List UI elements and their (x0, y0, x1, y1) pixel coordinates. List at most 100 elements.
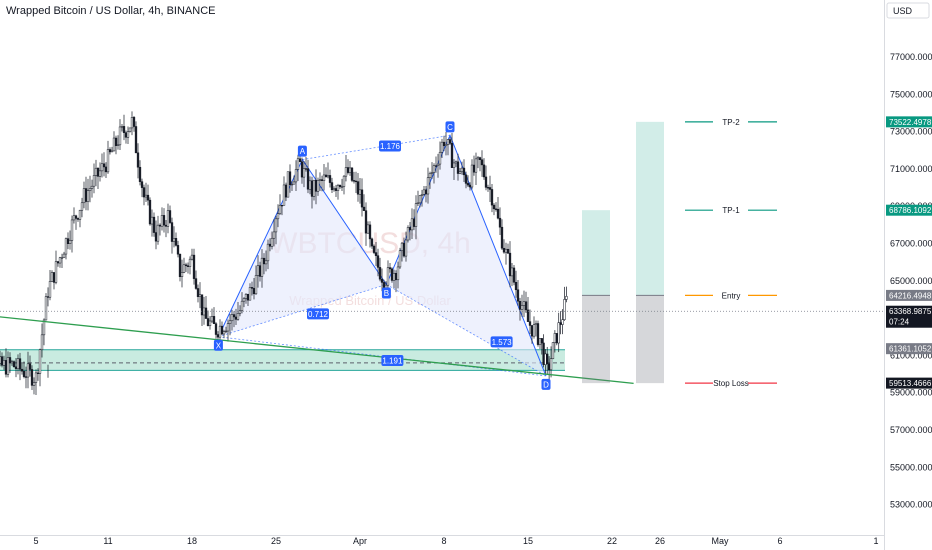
candle-body (512, 267, 516, 283)
candle-body (446, 139, 450, 145)
candle-body (314, 179, 318, 192)
candle-body (276, 213, 280, 220)
candle-body (334, 188, 338, 191)
candle-body (320, 179, 324, 181)
candle-body (142, 187, 146, 198)
candle-body (530, 325, 534, 337)
price-tick-label: 71000.0000 (890, 164, 932, 174)
candle-body (164, 224, 168, 227)
price-tag (886, 343, 932, 355)
candle-body (100, 163, 104, 172)
candle-body (546, 353, 549, 365)
candle-body (54, 261, 58, 283)
trendline (0, 316, 634, 385)
candle-body (434, 165, 438, 167)
candle-body (180, 272, 184, 277)
candle-body (262, 257, 266, 265)
candle-body (416, 202, 420, 204)
candle-body (332, 188, 336, 191)
candle-body (30, 369, 34, 386)
currency-button[interactable]: USD (886, 2, 930, 19)
candle-body (220, 325, 224, 335)
candle-body (236, 313, 240, 320)
price-tag-label: 63368.9875 (889, 307, 932, 316)
candle-body (540, 338, 543, 344)
currency-label: USD (893, 6, 913, 16)
candle-body (18, 358, 22, 370)
time-tick-label: 26 (655, 536, 665, 546)
candle-body (292, 181, 296, 185)
candle-body (312, 179, 316, 197)
candle-body (368, 224, 372, 240)
candle-body (228, 320, 232, 324)
candle-body (70, 219, 74, 241)
candle-body (106, 149, 110, 173)
candle-body (270, 237, 274, 247)
candle-body (549, 358, 553, 371)
candle-body (492, 204, 496, 210)
candle-body (32, 382, 36, 386)
candle-body (230, 314, 234, 322)
candle-body (398, 250, 402, 268)
candle-body (266, 243, 270, 262)
level-label-tp-1: TP-1 (722, 206, 740, 215)
candle-body (14, 366, 18, 369)
position-stop-zone (582, 295, 610, 384)
candle-body (48, 281, 52, 298)
candle-body (394, 273, 398, 281)
candle-body (22, 370, 26, 377)
candle-body (380, 278, 384, 283)
candle-body (516, 289, 520, 302)
candle-body (430, 172, 434, 174)
candle-body (198, 294, 202, 297)
candle-body (464, 174, 468, 184)
candle-body (462, 167, 466, 176)
candle-body (557, 322, 560, 344)
price-tick-label: 77000.0000 (890, 52, 932, 62)
candle-body (392, 273, 396, 281)
pattern-xab-fill (218, 159, 387, 337)
candle-body (506, 248, 510, 254)
candle-body (152, 216, 156, 233)
candle-body (244, 293, 248, 299)
candle-body (6, 357, 10, 375)
time-tick-label: 5 (33, 536, 38, 546)
candle-body (252, 288, 256, 295)
time-axis[interactable]: 5 11 18 25 Apr 8 15 22 26 May 6 1 (33, 536, 878, 546)
candle-body (452, 162, 456, 168)
candle-body (24, 376, 28, 378)
candle-body (504, 248, 508, 253)
candle-body (402, 242, 406, 257)
price-tag-label: 61361.1052 (889, 345, 932, 354)
level-label-stop-loss: Stop Loss (713, 379, 749, 388)
candle-body (52, 272, 56, 283)
candle-body (166, 210, 170, 227)
level-label-tp-2: TP-2 (722, 118, 740, 127)
price-tag-label: 68786.1092 (889, 206, 932, 215)
pattern-point-x-marker (213, 339, 223, 351)
candle-body (216, 334, 220, 338)
candle-body (138, 166, 142, 182)
candle-body (364, 210, 368, 234)
candle-body (226, 323, 230, 332)
candle-body (436, 163, 440, 166)
candle-body (559, 322, 562, 325)
position-stop-zone (636, 295, 664, 384)
candle-body (92, 175, 96, 187)
levels-layer: TP-2 TP-1 Entry Stop Loss (685, 118, 777, 388)
candle-body (74, 215, 78, 219)
candle-body (218, 325, 222, 338)
price-tag (886, 305, 932, 328)
pattern-point-a-marker (297, 145, 307, 157)
time-tick-label: 22 (607, 536, 617, 546)
candle-body (370, 238, 374, 247)
candle-body (118, 126, 122, 146)
candle-body (234, 316, 238, 320)
candle-body (520, 305, 524, 310)
candle-body (338, 184, 342, 187)
candle-body (444, 144, 448, 147)
candle-body (56, 261, 60, 264)
candle-body (250, 287, 254, 289)
candle-body (254, 275, 258, 295)
